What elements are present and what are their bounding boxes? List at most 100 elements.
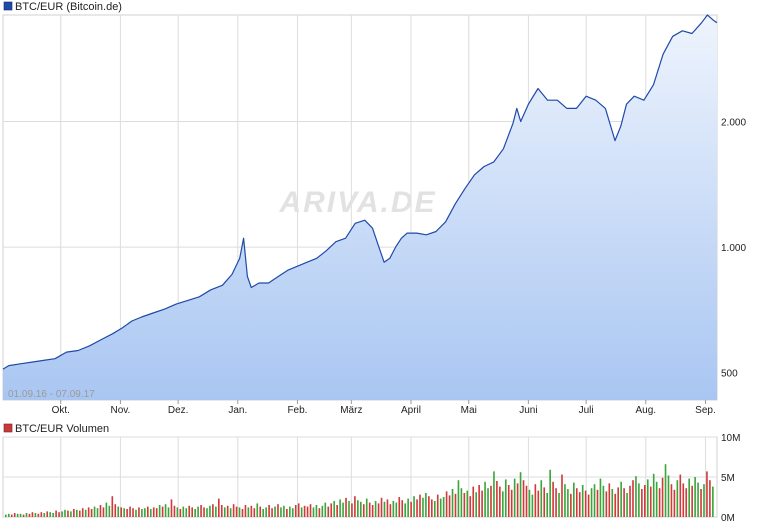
volume-bar xyxy=(516,483,519,517)
volume-bar xyxy=(158,505,161,517)
volume-bar xyxy=(608,483,611,517)
volume-bar xyxy=(182,506,185,517)
volume-bar xyxy=(380,497,383,517)
volume-bar xyxy=(439,498,442,517)
volume-bar xyxy=(99,505,102,517)
volume-bar xyxy=(244,505,247,517)
volume-bar xyxy=(280,507,282,517)
volume-bar xyxy=(138,507,140,517)
volume-bar xyxy=(658,488,661,517)
volume-bar xyxy=(58,512,60,517)
volume-bar xyxy=(700,489,702,517)
volume-bar xyxy=(703,484,705,517)
volume-bar xyxy=(235,506,238,517)
volume-y-ticks: 0M 5M 10M xyxy=(721,433,740,524)
x-tick-label: Nov. xyxy=(110,405,130,416)
volume-bar xyxy=(487,488,489,517)
volume-bar xyxy=(587,494,590,517)
volume-bar xyxy=(333,501,336,517)
volume-bar xyxy=(673,489,676,517)
volume-bar xyxy=(194,509,196,517)
volume-bar xyxy=(632,480,634,517)
volume-bar xyxy=(676,480,679,517)
volume-bar xyxy=(37,513,40,517)
volume-bar xyxy=(161,506,164,517)
volume-bar xyxy=(212,504,214,517)
volume-bar xyxy=(78,510,81,517)
x-tick-label: Juli xyxy=(579,405,594,416)
volume-bar xyxy=(25,513,28,517)
volume-bar xyxy=(507,485,510,517)
volume-bar xyxy=(120,507,123,517)
volume-bar xyxy=(209,505,211,517)
volume-bar xyxy=(200,505,202,517)
volume-bar xyxy=(431,499,433,517)
volume-bar xyxy=(629,485,631,517)
volume-y-tick-label: 10M xyxy=(721,433,740,444)
volume-bar xyxy=(256,503,259,517)
volume-bar xyxy=(105,502,108,517)
volume-bar xyxy=(475,492,478,517)
volume-y-tick-label: 0M xyxy=(721,513,735,524)
volume-bar xyxy=(164,504,167,517)
x-tick-label: Okt. xyxy=(52,405,70,416)
volume-bar xyxy=(404,503,407,517)
volume-bar xyxy=(247,507,250,517)
volume-bar xyxy=(712,486,714,517)
volume-bar xyxy=(34,513,37,517)
volume-bar xyxy=(232,504,235,517)
volume-bar xyxy=(265,507,267,517)
volume-bar xyxy=(670,484,673,517)
volume-bar xyxy=(543,487,546,517)
volume-bar xyxy=(555,488,557,517)
volume-bar xyxy=(46,511,49,517)
volume-bar xyxy=(49,512,52,517)
volume-bar xyxy=(561,474,563,517)
volume-bar xyxy=(218,498,220,517)
volume-bar xyxy=(593,484,596,517)
volume-grid xyxy=(3,436,717,517)
volume-bar xyxy=(203,507,205,517)
volume-bar xyxy=(596,489,599,517)
volume-bar xyxy=(250,505,253,517)
volume-bar xyxy=(623,488,625,517)
volume-bar xyxy=(241,509,244,517)
volume-bar xyxy=(667,475,670,517)
volume-bar xyxy=(81,508,84,517)
volume-bar xyxy=(330,503,333,517)
volume-bar xyxy=(289,506,291,517)
volume-bar xyxy=(315,505,318,517)
volume-bar xyxy=(360,501,362,517)
volume-bar xyxy=(132,508,134,517)
volume-bar xyxy=(490,485,492,517)
volume-bar xyxy=(206,508,208,517)
volume-bar xyxy=(259,506,262,517)
volume-bar xyxy=(454,493,457,517)
volume-bar xyxy=(321,505,324,517)
volume-bar xyxy=(661,477,664,517)
volume-bar xyxy=(283,505,285,517)
volume-bar xyxy=(84,509,87,517)
volume-bar xyxy=(371,505,374,517)
volume-bar xyxy=(286,509,288,517)
volume-bar xyxy=(10,514,13,517)
volume-bar xyxy=(457,480,460,517)
volume-bar xyxy=(52,513,54,517)
volume-bar xyxy=(40,512,43,517)
volume-bar xyxy=(262,509,265,517)
volume-bar xyxy=(294,505,297,517)
volume-bar xyxy=(22,514,25,517)
volume-bar xyxy=(469,496,472,517)
volume-bar xyxy=(428,496,430,517)
watermark: ARIVA.DE xyxy=(278,186,436,219)
volume-bar xyxy=(342,502,344,517)
volume-bar xyxy=(374,501,377,517)
volume-bar xyxy=(410,501,412,517)
price-area xyxy=(3,15,717,400)
volume-bar xyxy=(185,508,188,517)
volume-bar xyxy=(271,508,273,517)
volume-bar xyxy=(573,482,575,517)
volume-bar xyxy=(436,494,439,517)
volume-bar xyxy=(425,493,427,517)
